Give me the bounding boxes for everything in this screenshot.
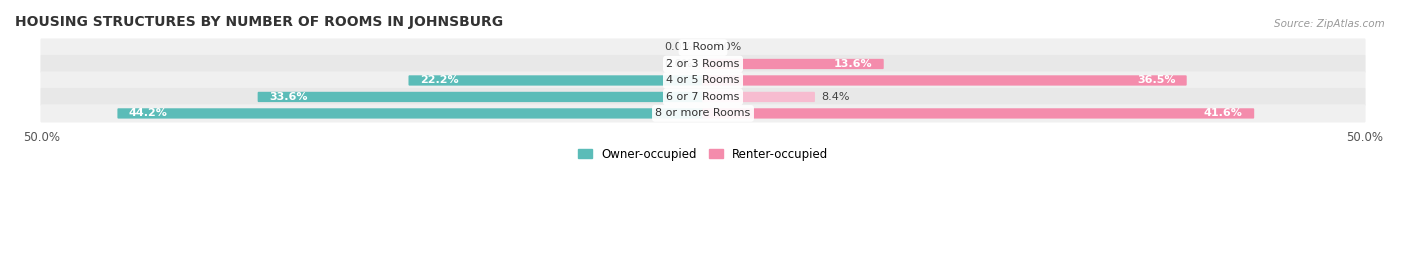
FancyBboxPatch shape [702,92,815,102]
FancyBboxPatch shape [702,59,884,69]
Text: 8.4%: 8.4% [821,92,849,102]
FancyBboxPatch shape [41,104,1365,122]
FancyBboxPatch shape [118,108,704,119]
Text: 33.6%: 33.6% [269,92,308,102]
FancyBboxPatch shape [41,55,1365,73]
FancyBboxPatch shape [257,92,704,102]
Text: 41.6%: 41.6% [1204,108,1243,118]
FancyBboxPatch shape [41,88,1365,106]
FancyBboxPatch shape [41,71,1365,90]
FancyBboxPatch shape [409,75,704,86]
Text: 6 or 7 Rooms: 6 or 7 Rooms [666,92,740,102]
Text: 8 or more Rooms: 8 or more Rooms [655,108,751,118]
Text: 0.0%: 0.0% [664,43,692,52]
Text: Source: ZipAtlas.com: Source: ZipAtlas.com [1274,19,1385,29]
Legend: Owner-occupied, Renter-occupied: Owner-occupied, Renter-occupied [572,143,834,165]
Text: 2 or 3 Rooms: 2 or 3 Rooms [666,59,740,69]
Text: 13.6%: 13.6% [834,59,872,69]
Text: 44.2%: 44.2% [129,108,167,118]
Text: 4 or 5 Rooms: 4 or 5 Rooms [666,76,740,86]
Text: 22.2%: 22.2% [420,76,458,86]
Text: 0.0%: 0.0% [714,43,742,52]
FancyBboxPatch shape [702,75,1187,86]
Text: HOUSING STRUCTURES BY NUMBER OF ROOMS IN JOHNSBURG: HOUSING STRUCTURES BY NUMBER OF ROOMS IN… [15,15,503,29]
FancyBboxPatch shape [702,108,1254,119]
Text: 0.0%: 0.0% [664,59,692,69]
Text: 1 Room: 1 Room [682,43,724,52]
FancyBboxPatch shape [41,38,1365,56]
Text: 36.5%: 36.5% [1137,76,1175,86]
